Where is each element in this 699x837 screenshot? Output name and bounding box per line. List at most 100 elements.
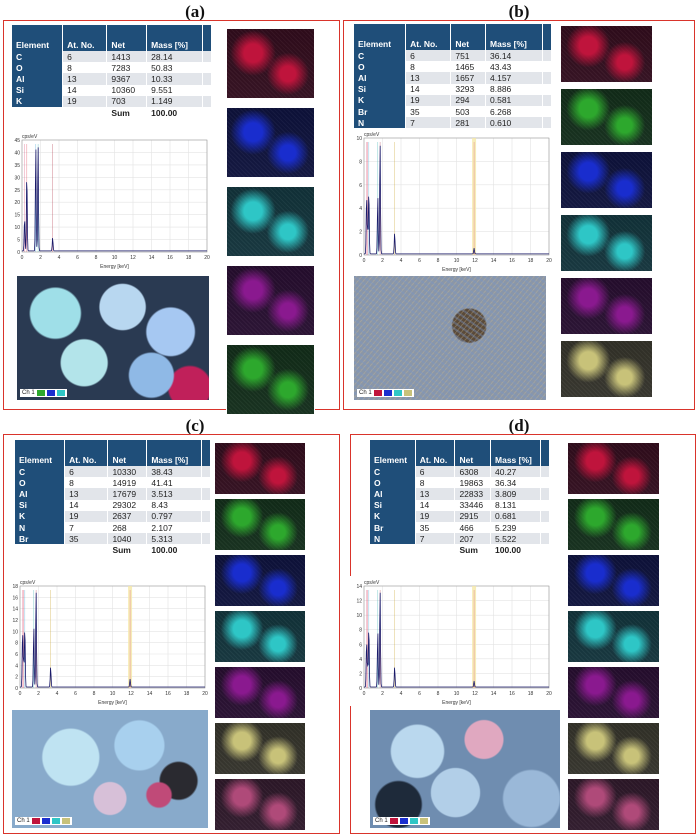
value-cell: 36.14: [485, 50, 543, 62]
plot-frame: [21, 139, 208, 253]
element-cell: O: [15, 477, 66, 489]
element-map-tile: [567, 610, 660, 663]
sum-value: 100.00: [490, 544, 541, 556]
blank-cell: [540, 533, 550, 545]
value-cell: 35: [415, 521, 456, 534]
x-tick-label: 2: [381, 258, 384, 264]
blank-cell: [202, 106, 212, 119]
value-cell: 14: [405, 83, 452, 95]
value-cell: 14919: [107, 477, 148, 489]
table-row: N 7 207 5.522: [370, 533, 550, 545]
sum-value: 100.00: [146, 106, 203, 119]
column-header: Mass [%]: [485, 24, 543, 50]
element-cell: Al: [12, 73, 64, 85]
value-cell: 14: [62, 84, 108, 96]
element-cell: O: [12, 62, 64, 74]
value-cell: 1465: [450, 61, 487, 73]
y-unit-label: cps/eV: [364, 580, 380, 586]
value-cell: 6: [64, 466, 109, 478]
value-cell: 703: [106, 95, 148, 107]
x-axis-label: Energy [keV]: [100, 264, 129, 270]
y-tick-label: 40: [14, 150, 20, 156]
element-map-tile: [226, 265, 315, 336]
element-map-tile: [567, 666, 660, 719]
y-tick-label: 12: [356, 599, 362, 605]
element-cell: C: [12, 51, 64, 63]
x-tick-label: 10: [110, 691, 116, 697]
table-row: K 19 2637 0.797: [15, 510, 211, 522]
value-cell: 22833: [454, 488, 492, 500]
value-cell: 268: [107, 521, 148, 534]
value-cell: 4.157: [485, 72, 543, 84]
element-cell: K: [12, 95, 64, 107]
x-tick-label: 14: [491, 258, 497, 264]
x-tick-label: 16: [167, 255, 173, 261]
panel-label-d: (d): [508, 416, 530, 435]
y-tick-label: 35: [14, 163, 20, 169]
element-map-tile: [567, 554, 660, 607]
blank-cell: [540, 521, 550, 534]
element-cell: Br: [15, 533, 66, 545]
column-header: Mass [%]: [146, 440, 202, 466]
element-map-tile: [560, 151, 653, 209]
x-tick-label: 16: [165, 691, 171, 697]
x-axis-label: Energy [keV]: [442, 700, 471, 706]
y-tick-label: 25: [14, 188, 20, 194]
value-cell: 1657: [450, 72, 487, 84]
column-header: Net: [107, 440, 148, 466]
eds-table-c: Element At. No. Net Mass [%] C 6 10330 38.43 O 8 1…: [15, 440, 211, 556]
column-header: Element: [354, 24, 407, 50]
blank-cell: [12, 106, 64, 119]
element-map-tile: [214, 722, 306, 775]
y-tick-label: 15: [14, 213, 20, 219]
value-cell: 751: [450, 50, 487, 62]
x-tick-label: 12: [128, 691, 134, 697]
value-cell: 19: [62, 95, 108, 107]
y-tick-label: 14: [356, 584, 362, 590]
value-cell: 38.43: [146, 466, 202, 478]
table-row: Si 14 33446 8.131: [370, 499, 550, 511]
table-header-row: Element At. No. Net Mass [%]: [370, 440, 550, 466]
column-header: Net: [450, 24, 487, 50]
x-tick-label: 4: [56, 691, 59, 697]
value-cell: 10330: [107, 466, 148, 478]
y-tick-label: 10: [12, 629, 18, 635]
sem-overlay-image-c: Ch 1: [12, 710, 208, 828]
column-header-blank: [202, 25, 212, 51]
eds-spectrum-a: 0 2 4 6 8 10 12 14 16 18 20 0 5 10 15 20 25 30 35 40 45 cps/e…: [8, 130, 213, 270]
table-row: O 8 1465 43.43: [354, 61, 552, 73]
spectrum-curve: [364, 592, 549, 688]
blank-cell: [415, 544, 456, 556]
table-row: C 6 751 36.14: [354, 50, 552, 62]
x-tick-label: 18: [184, 691, 190, 697]
value-cell: 8: [62, 62, 108, 74]
table-row: Al 13 17679 3.513: [15, 488, 211, 500]
x-tick-label: 10: [454, 258, 460, 264]
value-cell: 7: [405, 117, 452, 129]
element-map-tile: [214, 498, 306, 551]
column-header: Net: [106, 25, 148, 51]
x-tick-label: 12: [472, 258, 478, 264]
sem-overlay-image-b: Ch 1: [354, 276, 546, 400]
blank-cell: [201, 488, 211, 500]
blank-cell: [540, 477, 550, 489]
blank-cell: [201, 544, 211, 556]
blank-cell: [202, 73, 212, 85]
table-row: Br 35 466 5.239: [370, 521, 550, 534]
value-cell: 19: [415, 510, 456, 522]
blank-cell: [542, 50, 552, 62]
x-tick-label: 0: [363, 258, 366, 264]
element-cell: Al: [354, 72, 407, 84]
value-cell: 19: [405, 94, 452, 106]
table-row: K 19 294 0.581: [354, 94, 552, 106]
value-cell: 10.33: [146, 73, 203, 85]
element-cell: Br: [354, 105, 407, 118]
plot-frame: [363, 585, 550, 689]
value-cell: 503: [450, 105, 487, 118]
element-map-tile: [226, 28, 315, 99]
y-tick-label: 45: [14, 138, 20, 144]
element-cell: N: [354, 117, 407, 129]
value-cell: 3.513: [146, 488, 202, 500]
value-cell: 0.581: [485, 94, 543, 106]
column-header: Element: [370, 440, 416, 466]
